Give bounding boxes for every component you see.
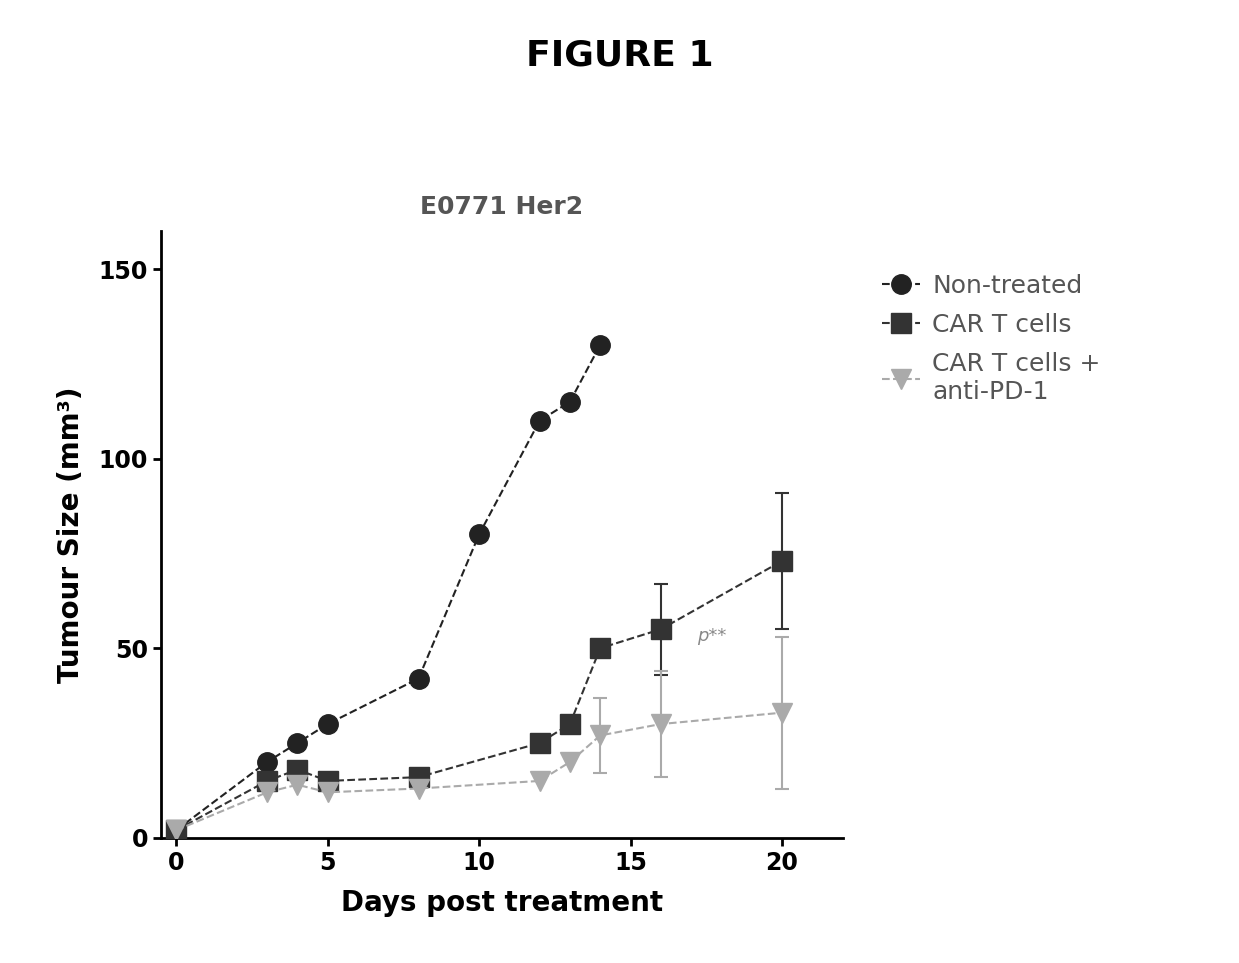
Text: p**: p**: [698, 627, 726, 644]
Y-axis label: Tumour Size (mm³): Tumour Size (mm³): [57, 386, 84, 683]
Title: E0771 Her2: E0771 Her2: [420, 195, 584, 220]
Text: FIGURE 1: FIGURE 1: [525, 39, 714, 72]
X-axis label: Days post treatment: Days post treatment: [341, 889, 663, 917]
Legend: Non-treated, CAR T cells, CAR T cells +
anti-PD-1: Non-treated, CAR T cells, CAR T cells + …: [882, 273, 1100, 403]
